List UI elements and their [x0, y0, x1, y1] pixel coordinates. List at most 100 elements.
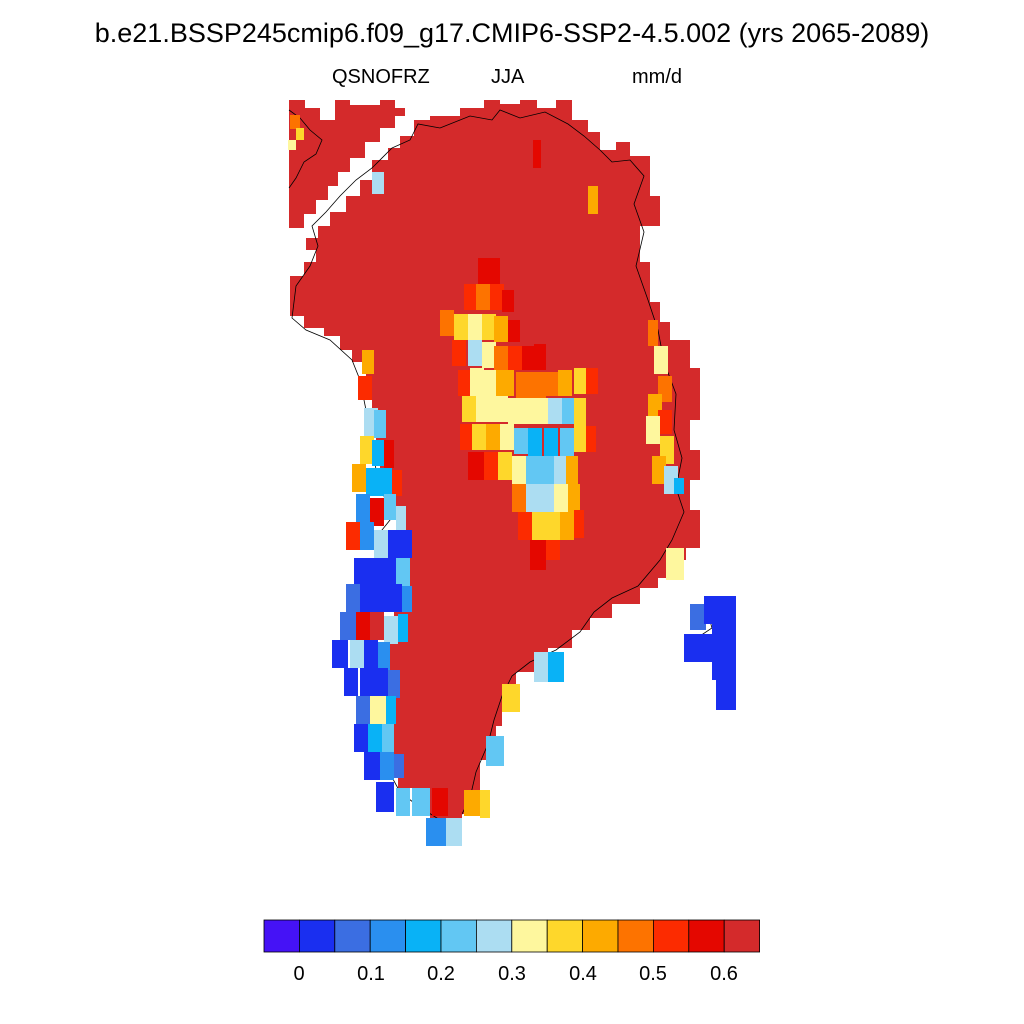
grid-cell: [484, 452, 498, 480]
grid-cell: [716, 680, 736, 710]
colorbar-box: [546, 919, 584, 953]
grid-cell: [486, 424, 500, 450]
variable-label: QSNOFRZ: [332, 66, 430, 88]
grid-cell: [526, 456, 540, 484]
grid-cell: [412, 788, 430, 816]
colorbar-box: [405, 919, 442, 953]
grid-cell: [574, 510, 584, 538]
grid-cell: [658, 410, 672, 434]
grid-cell: [516, 372, 532, 398]
grid-cell: [478, 258, 500, 284]
grid-cell: [554, 456, 566, 484]
grid-cell: [382, 558, 396, 586]
grid-cell: [392, 470, 402, 496]
grid-cell: [346, 522, 360, 550]
grid-cell: [540, 456, 554, 484]
grid-cell: [332, 640, 348, 668]
colorbar-box: [617, 919, 654, 953]
grid-cell: [290, 115, 300, 129]
grid-cell: [370, 498, 384, 526]
grid-cell: [468, 314, 482, 340]
grid-cell: [464, 284, 478, 310]
grid-cell: [354, 558, 368, 586]
grid-cell: [482, 342, 496, 368]
grid-cell: [704, 596, 722, 624]
grid-cell: [574, 424, 586, 452]
season-label: JJA: [491, 66, 525, 88]
grid-cell: [388, 530, 402, 558]
grid-cell: [674, 478, 684, 494]
grid-cell: [690, 604, 706, 630]
grid-cell: [288, 140, 296, 150]
grid-cell: [432, 788, 448, 816]
colorbar-tick-label: 0.1: [357, 963, 385, 985]
grid-cell: [508, 398, 522, 424]
grid-cell: [396, 788, 410, 816]
grid-cell: [586, 426, 596, 452]
grid-cell: [394, 754, 404, 778]
grid-cell: [362, 350, 374, 374]
grid-cell: [360, 668, 374, 696]
colorbar-tick-label: 0.6: [710, 963, 738, 985]
grid-cell: [512, 456, 526, 484]
grid-cell: [364, 640, 378, 668]
grid-cell: [346, 584, 360, 612]
colorbar-box: [723, 919, 761, 953]
grid-cell: [472, 424, 486, 450]
grid-cell: [354, 724, 370, 752]
grid-cell: [384, 494, 396, 520]
grid-cell: [548, 398, 562, 424]
grid-cell: [726, 652, 736, 682]
grid-cell: [372, 440, 384, 466]
grid-cell: [402, 530, 412, 558]
grid-cell: [296, 128, 304, 140]
grid-cell: [494, 316, 508, 342]
grid-cell: [396, 558, 410, 586]
grid-cell: [382, 724, 394, 752]
grid-cell: [558, 370, 572, 396]
colorbar-box: [688, 919, 725, 953]
colorbar-box: [263, 919, 300, 953]
grid-cell: [396, 506, 406, 532]
grid-cell: [496, 370, 514, 396]
grid-cell: [502, 684, 520, 712]
grid-cell: [532, 372, 546, 398]
colorbar-box: [440, 919, 477, 953]
grid-cell: [440, 310, 454, 336]
grid-cell: [380, 468, 392, 496]
grid-cell: [352, 464, 366, 492]
grid-cell: [454, 314, 468, 340]
grid-cell: [508, 346, 522, 370]
grid-cell: [386, 696, 396, 724]
grid-cell: [458, 370, 470, 396]
grid-cell: [722, 624, 736, 652]
grid-cell: [546, 512, 560, 542]
grid-cell: [374, 530, 388, 558]
grid-cell: [388, 584, 402, 612]
grid-cell: [350, 640, 364, 668]
grid-cell: [554, 484, 568, 512]
grid-cell: [384, 440, 394, 468]
grid-cell: [482, 314, 496, 340]
grid-cell: [544, 428, 558, 456]
grid-cell: [398, 614, 408, 642]
grid-cell: [540, 484, 554, 512]
grid-cell: [364, 752, 380, 780]
grid-cell: [500, 424, 514, 450]
grid-cell: [490, 284, 504, 310]
grid-cell: [532, 512, 546, 542]
grid-cell: [560, 512, 574, 540]
colorbar-tick-label: 0.4: [569, 963, 597, 985]
colorbar-box: [369, 919, 407, 953]
grid-cell: [574, 398, 586, 424]
colorbar-tick-label: 0.3: [498, 963, 526, 985]
grid-cell: [376, 782, 394, 812]
grid-cell: [384, 616, 398, 644]
grid-cell: [684, 634, 702, 662]
grid-cell: [372, 172, 384, 194]
grid-cell: [574, 368, 586, 394]
colorbar-box: [511, 919, 548, 953]
grid-cell: [588, 186, 598, 214]
units-label: mm/d: [632, 66, 682, 88]
